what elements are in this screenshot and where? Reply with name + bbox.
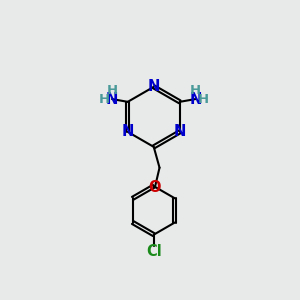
Text: H: H bbox=[190, 84, 201, 97]
Text: N: N bbox=[174, 124, 186, 140]
Text: N: N bbox=[148, 79, 160, 94]
Text: H: H bbox=[106, 84, 118, 97]
Text: O: O bbox=[149, 180, 161, 195]
Text: H: H bbox=[98, 93, 110, 106]
Text: Cl: Cl bbox=[146, 244, 162, 259]
Text: N: N bbox=[106, 92, 118, 106]
Text: N: N bbox=[122, 124, 134, 140]
Text: N: N bbox=[189, 92, 202, 106]
Text: H: H bbox=[198, 93, 209, 106]
